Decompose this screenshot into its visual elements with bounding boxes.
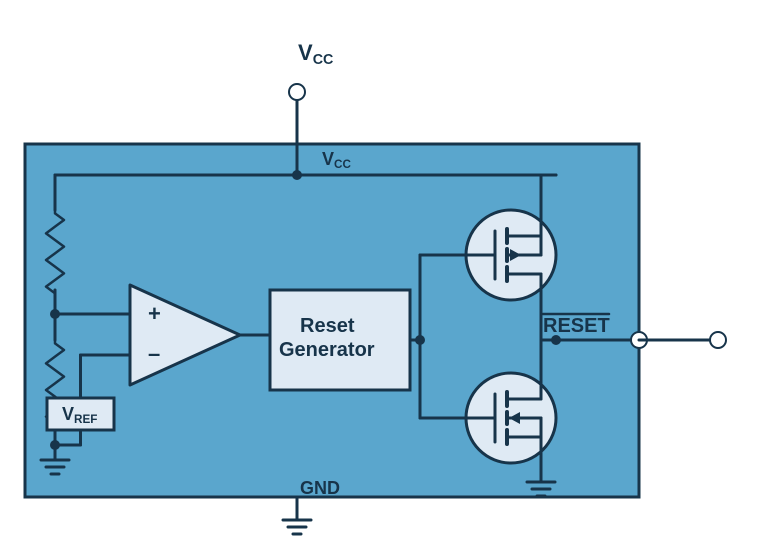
svg-text:Reset: Reset: [300, 315, 355, 337]
svg-text:Generator: Generator: [279, 339, 375, 361]
svg-text:–: –: [148, 341, 160, 366]
label-vcc-external: VCC: [298, 40, 333, 68]
label-reset: RESET: [543, 315, 610, 337]
label-gnd: GND: [300, 478, 340, 498]
svg-text:+: +: [148, 301, 161, 326]
